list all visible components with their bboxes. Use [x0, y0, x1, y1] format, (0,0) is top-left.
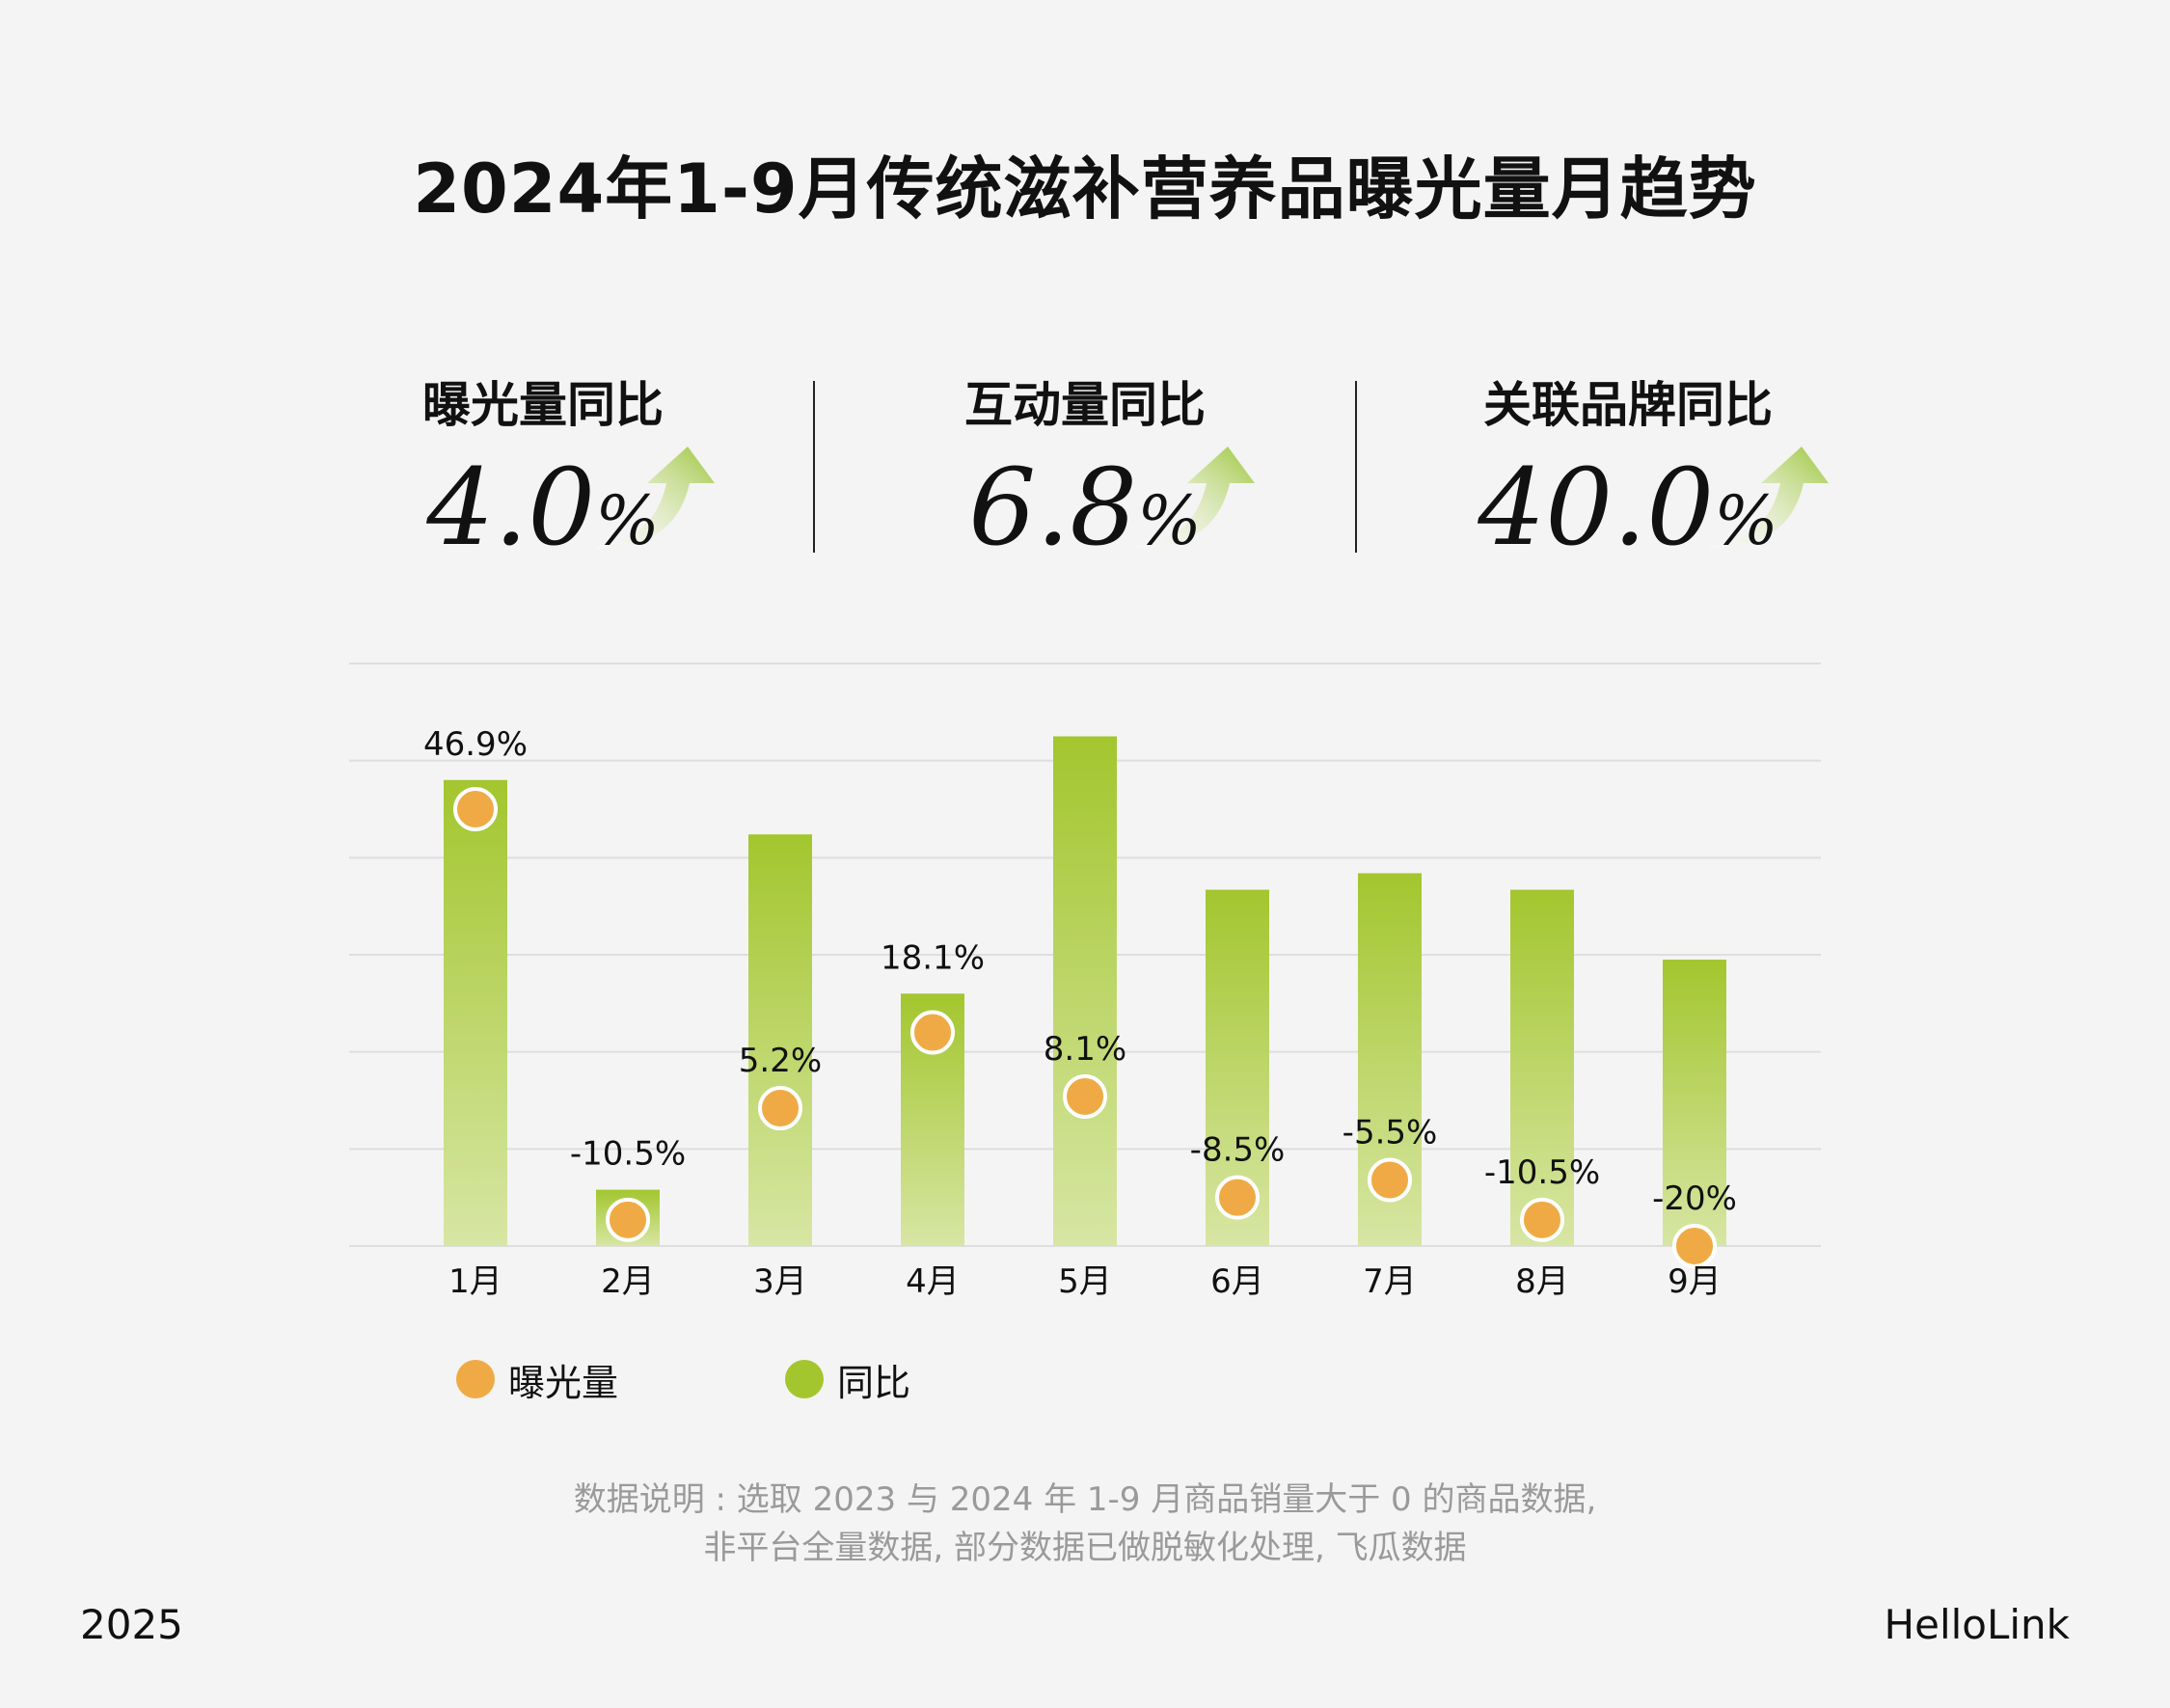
- point-label: -5.5%: [1343, 1114, 1438, 1152]
- x-tick-label: 7月: [1363, 1262, 1417, 1301]
- bar-9: [1663, 960, 1726, 1246]
- footer-year: 2025: [80, 1601, 183, 1648]
- bar-1: [444, 779, 507, 1246]
- point-label: -10.5%: [570, 1135, 686, 1174]
- exposure-point-6: [1215, 1175, 1260, 1220]
- x-tick-label: 5月: [1058, 1262, 1112, 1301]
- kpi-value: 6.8%: [968, 446, 1202, 569]
- kpi-divider: [813, 381, 815, 553]
- x-tick-label: 1月: [448, 1262, 502, 1301]
- point-label: -10.5%: [1484, 1153, 1600, 1192]
- x-tick-label: 9月: [1668, 1262, 1722, 1301]
- bar-chart: 46.9% -10.5% 5.2% 18.1% 8.1% -8.5% -5.5% -10.5%…: [349, 663, 1821, 1301]
- kpi-label: 互动量同比: [964, 377, 1206, 433]
- x-tick-label: 8月: [1515, 1262, 1569, 1301]
- point-label: -20%: [1652, 1179, 1737, 1218]
- exposure-point-5: [1063, 1073, 1107, 1119]
- point-label: -8.5%: [1190, 1131, 1286, 1170]
- legend-item-exposure: 曝光量: [456, 1350, 618, 1408]
- point-label: 5.2%: [739, 1042, 822, 1080]
- exposure-point-8: [1520, 1197, 1564, 1242]
- exposure-point-9: [1672, 1224, 1717, 1268]
- note-line-1: 数据说明 : 选取 2023 与 2024 年 1-9 月商品销量大于 0 的商…: [573, 1480, 1597, 1519]
- legend-dot-exposure: [456, 1360, 495, 1398]
- up-arrow-icon: [1710, 447, 1829, 549]
- kpi-exposure: 曝光量同比 4.0%: [331, 371, 755, 570]
- exposure-point-3: [758, 1086, 802, 1131]
- legend-label: 同比: [837, 1361, 911, 1404]
- exposure-point-2: [606, 1197, 650, 1242]
- kpi-brands: 关联品牌同比 40.0%: [1416, 371, 1840, 570]
- up-arrow-icon: [1136, 447, 1255, 549]
- x-tick-label: 2月: [601, 1262, 655, 1301]
- note-line-2: 非平台全量数据, 部分数据已做脱敏化处理, 飞瓜数据: [703, 1529, 1467, 1567]
- x-tick-label: 6月: [1210, 1262, 1264, 1301]
- bar-5: [1053, 736, 1117, 1246]
- data-note: 数据说明 : 选取 2023 与 2024 年 1-9 月商品销量大于 0 的商…: [0, 1476, 2170, 1572]
- x-tick-label: 4月: [906, 1262, 960, 1301]
- point-label: 8.1%: [1044, 1030, 1126, 1069]
- legend-item-yoy: 同比: [785, 1350, 910, 1408]
- legend-dot-yoy: [785, 1360, 824, 1398]
- up-arrow-icon: [596, 447, 715, 549]
- point-label: 46.9%: [423, 725, 528, 764]
- x-tick-label: 3月: [753, 1262, 807, 1301]
- legend-label: 曝光量: [508, 1361, 619, 1404]
- kpi-interaction: 互动量同比 6.8%: [873, 371, 1297, 570]
- bar-8: [1510, 889, 1574, 1246]
- exposure-point-1: [453, 787, 498, 831]
- kpi-label: 关联品牌同比: [1483, 377, 1773, 433]
- exposure-point-4: [910, 1010, 955, 1055]
- kpi-divider: [1355, 381, 1357, 553]
- kpi-row: 曝光量同比 4.0% 互动量同比 6.8% 关联品牌同比 40.0%: [0, 371, 2170, 569]
- footer-brand: HelloLink: [1884, 1601, 2070, 1648]
- exposure-point-7: [1368, 1157, 1412, 1203]
- kpi-label: 曝光量同比: [422, 377, 664, 433]
- chart-title: 2024年1-9月传统滋补营养品曝光量月趋势: [413, 149, 1757, 229]
- kpi-value: 40.0%: [1478, 446, 1778, 569]
- point-label: 18.1%: [881, 938, 985, 977]
- kpi-value: 4.0%: [426, 446, 660, 569]
- bar-3: [748, 834, 812, 1246]
